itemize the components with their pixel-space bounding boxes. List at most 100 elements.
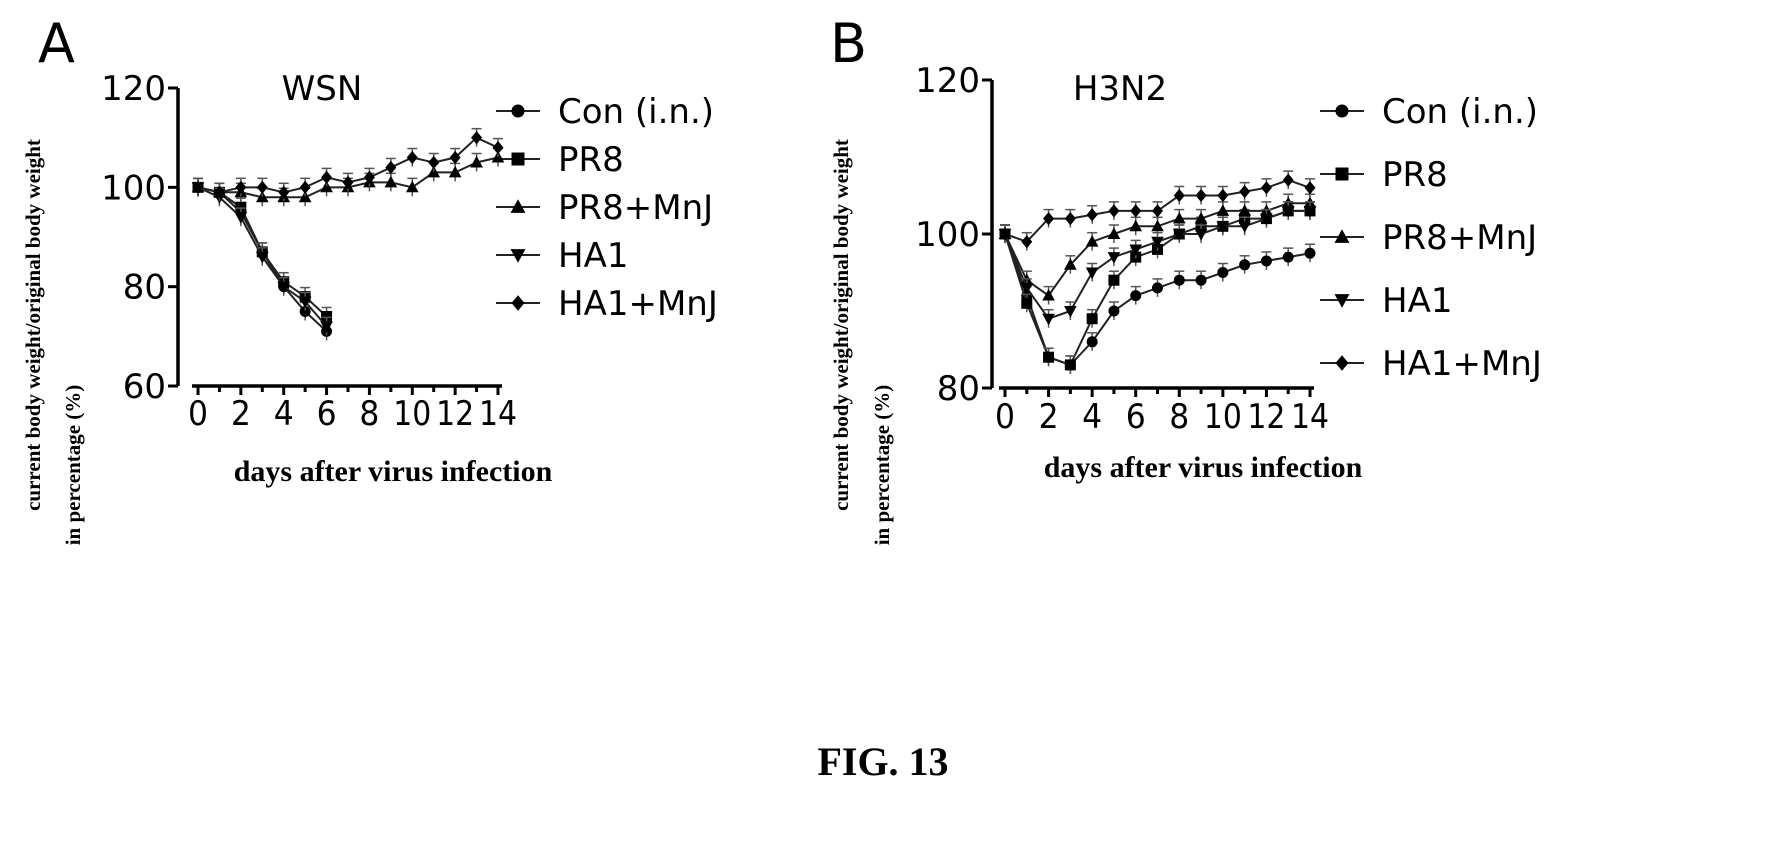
data-point-ha1-mnj xyxy=(213,185,225,199)
data-point-pr8-mnj xyxy=(491,150,505,163)
x-tick-label: 6 xyxy=(317,394,337,434)
legend-marker xyxy=(511,104,525,118)
data-point-pr8 xyxy=(1086,313,1098,325)
legend-label: PR8 xyxy=(558,140,624,180)
legend-label: PR8 xyxy=(1382,155,1448,195)
legend-label: Con (i.n.) xyxy=(1382,92,1538,132)
data-point-ha1-mnj xyxy=(1260,181,1272,195)
data-point-ha1-mnj xyxy=(999,227,1011,241)
data-point-pr8-mnj xyxy=(1216,204,1230,216)
data-point-pr8-mnj xyxy=(1107,227,1121,239)
legend-item-pr8-mnj: PR8+MnJ xyxy=(496,188,713,228)
data-point-ha1 xyxy=(320,321,333,333)
data-point-ha1-mnj xyxy=(235,180,247,194)
data-point-ha1-mnj xyxy=(1086,208,1098,222)
x-tick-label: 4 xyxy=(274,394,294,434)
data-point-ha1-mnj xyxy=(492,141,504,155)
y-tick-label: 60 xyxy=(123,367,166,407)
data-point-con-i-n xyxy=(1282,251,1294,263)
y-axis-label-line2: in percentage (%) xyxy=(870,385,894,546)
data-point-ha1 xyxy=(1216,221,1230,233)
x-tick-label: 14 xyxy=(479,394,517,434)
data-point-ha1-mnj xyxy=(449,150,461,165)
x-tick-label: 10 xyxy=(1204,397,1242,437)
panel-b: B H3N2 80 100 120 0 2 4 6 8 10 12 14 days after virus… xyxy=(829,12,1542,545)
legend-label: HA1+MnJ xyxy=(1382,344,1542,384)
y-tick-label: 80 xyxy=(937,369,980,409)
legend-marker xyxy=(510,199,526,213)
data-point-ha1-mnj xyxy=(1108,204,1120,218)
x-tick-label: 0 xyxy=(995,397,1015,437)
x-tick-label: 8 xyxy=(1169,397,1189,437)
data-point-ha1-mnj xyxy=(385,160,397,175)
data-point-pr8-mnj xyxy=(1151,219,1164,232)
data-point-ha1-mnj xyxy=(471,131,483,145)
legend-item-ha1-mnj: HA1+MnJ xyxy=(496,284,718,324)
data-point-ha1-mnj xyxy=(1064,212,1076,226)
x-axis-label: days after virus infection xyxy=(234,455,553,488)
data-point-con-i-n xyxy=(1195,274,1207,286)
data-point-ha1-mnj xyxy=(299,180,311,194)
data-point-con-i-n xyxy=(1239,259,1251,271)
legend-marker xyxy=(1335,104,1349,118)
data-point-ha1-mnj xyxy=(1217,188,1229,203)
data-point-pr8 xyxy=(1021,297,1033,309)
data-point-ha1 xyxy=(1238,221,1251,233)
legend-marker xyxy=(1335,167,1349,181)
data-point-con-i-n xyxy=(1130,290,1142,302)
legend-item-con-i-n: Con (i.n.) xyxy=(1320,92,1538,132)
y-tick-label: 100 xyxy=(101,168,166,208)
y-tick-label: 80 xyxy=(123,268,166,308)
data-point-ha1-mnj xyxy=(1282,173,1294,187)
data-point-con-i-n xyxy=(1086,336,1098,348)
legend-marker xyxy=(511,152,525,166)
data-point-pr8-mnj xyxy=(298,190,312,203)
x-tick-label: 12 xyxy=(1247,397,1285,437)
x-tick-label: 2 xyxy=(231,394,251,434)
series-ha1-mnj xyxy=(999,170,1316,251)
data-point-ha1-mnj xyxy=(428,155,440,170)
y-axis-label: current body weight/original body weight xyxy=(829,139,853,511)
legend-label: HA1+MnJ xyxy=(558,284,718,324)
data-point-ha1 xyxy=(255,251,269,264)
legend-item-pr8-mnj: PR8+MnJ xyxy=(1320,218,1537,258)
data-point-pr8-mnj xyxy=(427,165,441,178)
legend-item-ha1-mnj: HA1+MnJ xyxy=(1320,344,1542,384)
data-point-ha1 xyxy=(1085,267,1099,280)
x-tick-label: 2 xyxy=(1039,397,1059,437)
legend-item-ha1: HA1 xyxy=(1320,281,1452,321)
data-point-ha1-mnj xyxy=(1239,185,1251,199)
data-point-con-i-n xyxy=(299,306,311,317)
data-point-con-i-n xyxy=(1108,305,1120,317)
x-tick-label: 6 xyxy=(1126,397,1146,437)
figure-caption: FIG. 13 xyxy=(817,739,948,784)
data-point-ha1-mnj xyxy=(363,170,375,184)
data-point-pr8-mnj xyxy=(470,155,483,168)
data-point-pr8 xyxy=(235,201,247,213)
panel-a: A WSN 60 80 100 120 0 2 4 6 8 10 12 14 days after viru… xyxy=(21,12,718,545)
data-point-pr8-mnj xyxy=(1172,212,1186,224)
x-tick-label: 0 xyxy=(188,394,208,434)
legend-marker xyxy=(1334,229,1350,243)
data-point-pr8-mnj xyxy=(1129,219,1143,232)
series-ha1-mnj xyxy=(192,127,504,202)
data-point-ha1-mnj xyxy=(1043,212,1055,226)
data-point-ha1-mnj xyxy=(256,180,268,194)
data-point-ha1 xyxy=(1042,313,1055,326)
legend-item-ha1: HA1 xyxy=(496,236,628,276)
data-point-ha1-mnj xyxy=(1304,181,1316,195)
data-point-pr8-mnj xyxy=(1085,235,1099,247)
data-point-pr8 xyxy=(1043,351,1055,363)
y-tick-label: 100 xyxy=(915,215,980,255)
data-point-ha1-mnj xyxy=(1195,188,1207,203)
chart-title: H3N2 xyxy=(1073,69,1167,109)
data-point-ha1 xyxy=(277,281,291,294)
legend-marker xyxy=(511,295,525,311)
data-point-ha1 xyxy=(1129,244,1143,256)
data-point-ha1 xyxy=(1064,306,1077,318)
x-tick-label: 10 xyxy=(393,394,431,434)
data-point-pr8-mnj xyxy=(1064,258,1077,270)
data-point-pr8 xyxy=(321,310,333,322)
data-point-pr8-mnj xyxy=(448,165,462,178)
